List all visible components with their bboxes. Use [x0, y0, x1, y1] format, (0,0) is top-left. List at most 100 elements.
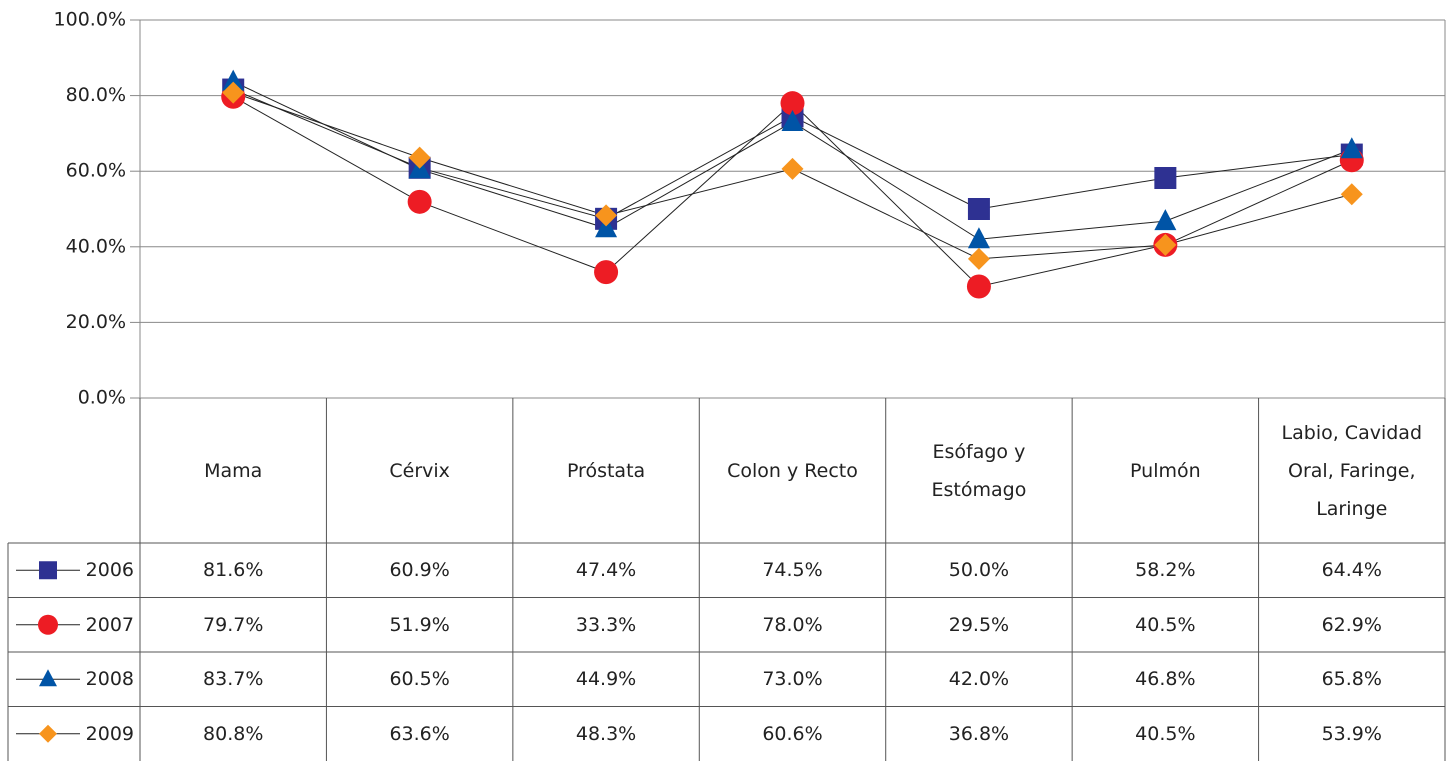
value-label: 44.9%	[513, 652, 699, 707]
value-label-text: 64.4%	[1321, 559, 1382, 582]
value-label: 48.3%	[513, 707, 699, 761]
category-label-text: Colon y Recto	[727, 459, 858, 482]
value-label: 83.7%	[140, 652, 326, 707]
value-label-text: 65.8%	[1321, 668, 1382, 691]
category-label-text: Pulmón	[1130, 459, 1201, 482]
marker	[222, 69, 245, 91]
y-tick-label: 40.0%	[66, 235, 126, 257]
legend-label-text: 2007	[85, 613, 134, 636]
value-label: 63.6%	[326, 707, 512, 761]
value-label: 65.8%	[1259, 652, 1445, 707]
marker	[1154, 233, 1177, 256]
value-label-text: 50.0%	[948, 559, 1010, 582]
legend-marker	[39, 669, 57, 687]
value-label: 81.6%	[140, 543, 326, 598]
value-label-text: 33.3%	[575, 613, 637, 636]
value-label-text: 60.6%	[762, 722, 823, 745]
value-label-text: 51.9%	[389, 613, 450, 636]
value-label-text: 81.6%	[203, 559, 264, 582]
value-label-text: 80.8%	[203, 722, 264, 745]
value-label-text: 47.4%	[575, 559, 637, 582]
value-label: 29.5%	[886, 598, 1072, 653]
value-label-text: 40.5%	[1135, 722, 1196, 745]
value-label-text: 48.3%	[575, 722, 637, 745]
marker	[595, 216, 618, 238]
category-label-text: Labio, Cavidad Oral, Faringe, Laringe	[1281, 421, 1422, 520]
legend-label: 2007	[80, 598, 140, 653]
value-label: 80.8%	[140, 707, 326, 761]
value-label: 36.8%	[886, 707, 1072, 761]
value-label: 58.2%	[1072, 543, 1258, 598]
value-label-text: 62.9%	[1321, 613, 1382, 636]
legend-label-text: 2006	[85, 559, 134, 582]
marker	[781, 157, 804, 180]
y-tick-label: 0.0%	[78, 387, 126, 409]
legend-label-text: 2008	[85, 668, 134, 691]
value-label-text: 36.8%	[948, 722, 1010, 745]
legend-label: 2006	[80, 543, 140, 598]
value-label-text: 63.6%	[389, 722, 450, 745]
value-label: 33.3%	[513, 598, 699, 653]
value-label: 60.5%	[326, 652, 512, 707]
marker	[1154, 167, 1177, 190]
value-label-text: 74.5%	[762, 559, 823, 582]
category-label: Colon y Recto	[699, 398, 885, 543]
y-tick-label: 80.0%	[66, 84, 126, 106]
y-tick-label: 100.0%	[54, 9, 126, 31]
value-label-text: 53.9%	[1321, 722, 1382, 745]
value-label: 78.0%	[699, 598, 885, 653]
value-label-text: 73.0%	[762, 668, 823, 691]
value-label: 47.4%	[513, 543, 699, 598]
value-label: 40.5%	[1072, 598, 1258, 653]
marker	[1340, 183, 1363, 206]
category-label-text: Mama	[204, 459, 263, 482]
marker	[594, 260, 619, 285]
value-label-text: 78.0%	[762, 613, 823, 636]
value-label-text: 46.8%	[1135, 668, 1196, 691]
category-label: Mama	[140, 398, 326, 543]
marker	[966, 274, 991, 299]
marker	[967, 227, 990, 249]
legend-marker	[39, 561, 57, 580]
value-label-text: 83.7%	[203, 668, 264, 691]
value-label: 74.5%	[699, 543, 885, 598]
value-label: 50.0%	[886, 543, 1072, 598]
value-label: 79.7%	[140, 598, 326, 653]
value-label: 62.9%	[1259, 598, 1445, 653]
marker	[780, 91, 805, 116]
legend-label-text: 2009	[85, 722, 134, 745]
category-label: Pulmón	[1072, 398, 1258, 543]
value-label: 64.4%	[1259, 543, 1445, 598]
category-label-text: Próstata	[566, 459, 646, 482]
category-label: Próstata	[513, 398, 699, 543]
value-label-text: 44.9%	[575, 668, 637, 691]
marker	[967, 198, 990, 220]
category-label-text: Cérvix	[389, 459, 450, 482]
value-label: 42.0%	[886, 652, 1072, 707]
value-label-text: 29.5%	[948, 613, 1010, 636]
legend-marker	[38, 614, 58, 635]
value-label: 60.6%	[699, 707, 885, 761]
value-label-text: 60.9%	[389, 559, 450, 582]
marker	[781, 110, 804, 132]
legend-label: 2008	[80, 652, 140, 707]
category-label: Cérvix	[326, 398, 512, 543]
value-label: 60.9%	[326, 543, 512, 598]
marker	[595, 204, 618, 227]
y-tick-label: 60.0%	[66, 160, 126, 182]
marker	[408, 146, 431, 169]
value-label: 51.9%	[326, 598, 512, 653]
value-label: 53.9%	[1259, 707, 1445, 761]
value-label-text: 79.7%	[203, 613, 264, 636]
value-label: 73.0%	[699, 652, 885, 707]
category-label-text: Esófago y Estómago	[931, 440, 1027, 501]
value-label-text: 42.0%	[948, 668, 1010, 691]
legend-marker	[39, 724, 57, 743]
value-label: 46.8%	[1072, 652, 1258, 707]
value-label-text: 60.5%	[389, 668, 450, 691]
value-label: 40.5%	[1072, 707, 1258, 761]
legend-label: 2009	[80, 707, 140, 761]
marker	[1154, 209, 1177, 231]
